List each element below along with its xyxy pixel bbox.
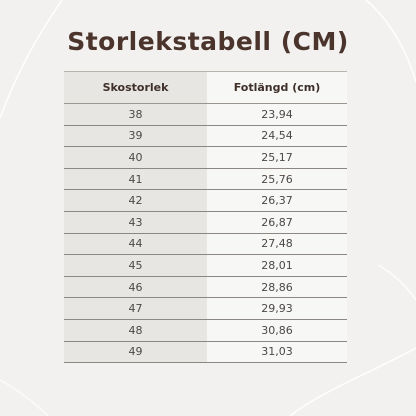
table-row: 41 25,76: [64, 168, 347, 191]
table-header-row: Skostorlek Fotlängd (cm): [64, 71, 347, 104]
table-row: 43 26,87: [64, 211, 347, 234]
foot-length-cell: 30,86: [207, 319, 347, 342]
foot-length-cell: 26,87: [207, 211, 347, 234]
shoe-size-cell: 49: [64, 341, 207, 364]
shoe-size-cell: 41: [64, 168, 207, 191]
shoe-size-cell: 39: [64, 125, 207, 148]
shoe-size-cell: 40: [64, 146, 207, 169]
shoe-size-cell: 43: [64, 211, 207, 234]
foot-length-cell: 25,17: [207, 146, 347, 169]
shoe-size-cell: 48: [64, 319, 207, 342]
header-foot-length: Fotlängd (cm): [207, 71, 347, 104]
foot-length-cell: 26,37: [207, 189, 347, 212]
table-row: 42 26,37: [64, 189, 347, 212]
table-row: 46 28,86: [64, 276, 347, 299]
table-row: 38 23,94: [64, 103, 347, 126]
foot-length-cell: 25,76: [207, 168, 347, 191]
shoe-size-cell: 45: [64, 254, 207, 277]
shoe-size-cell: 42: [64, 189, 207, 212]
foot-length-cell: 29,93: [207, 297, 347, 320]
foot-length-cell: 27,48: [207, 233, 347, 256]
foot-length-cell: 28,86: [207, 276, 347, 299]
shoe-size-cell: 44: [64, 233, 207, 256]
page-title: Storlekstabell (CM): [67, 27, 349, 56]
foot-length-cell: 23,94: [207, 103, 347, 126]
shoe-size-cell: 46: [64, 276, 207, 299]
table-row: 44 27,48: [64, 233, 347, 256]
foot-length-cell: 24,54: [207, 125, 347, 148]
table-row: 47 29,93: [64, 297, 347, 320]
header-shoe-size: Skostorlek: [64, 71, 207, 104]
table-row: 48 30,86: [64, 319, 347, 342]
foot-length-cell: 31,03: [207, 341, 347, 364]
table-row: 40 25,17: [64, 146, 347, 169]
table-row: 39 24,54: [64, 125, 347, 148]
size-table: Skostorlek Fotlängd (cm) 38 23,94 39 24,…: [64, 71, 347, 364]
foot-length-cell: 28,01: [207, 254, 347, 277]
shoe-size-cell: 38: [64, 103, 207, 126]
table-row: 45 28,01: [64, 254, 347, 277]
shoe-size-cell: 47: [64, 297, 207, 320]
table-row: 49 31,03: [64, 341, 347, 364]
